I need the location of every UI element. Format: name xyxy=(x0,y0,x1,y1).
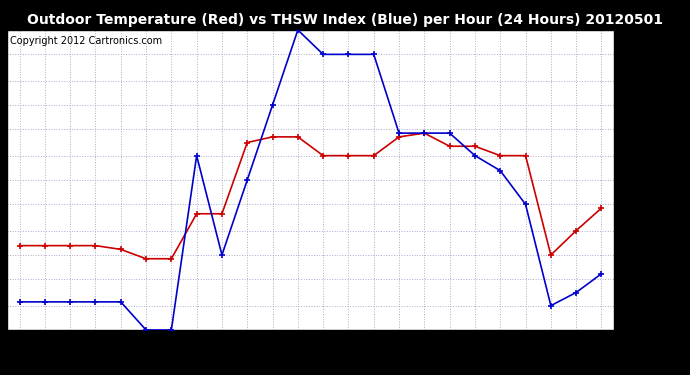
Text: Copyright 2012 Cartronics.com: Copyright 2012 Cartronics.com xyxy=(10,36,162,46)
Text: Outdoor Temperature (Red) vs THSW Index (Blue) per Hour (24 Hours) 20120501: Outdoor Temperature (Red) vs THSW Index … xyxy=(27,13,663,27)
